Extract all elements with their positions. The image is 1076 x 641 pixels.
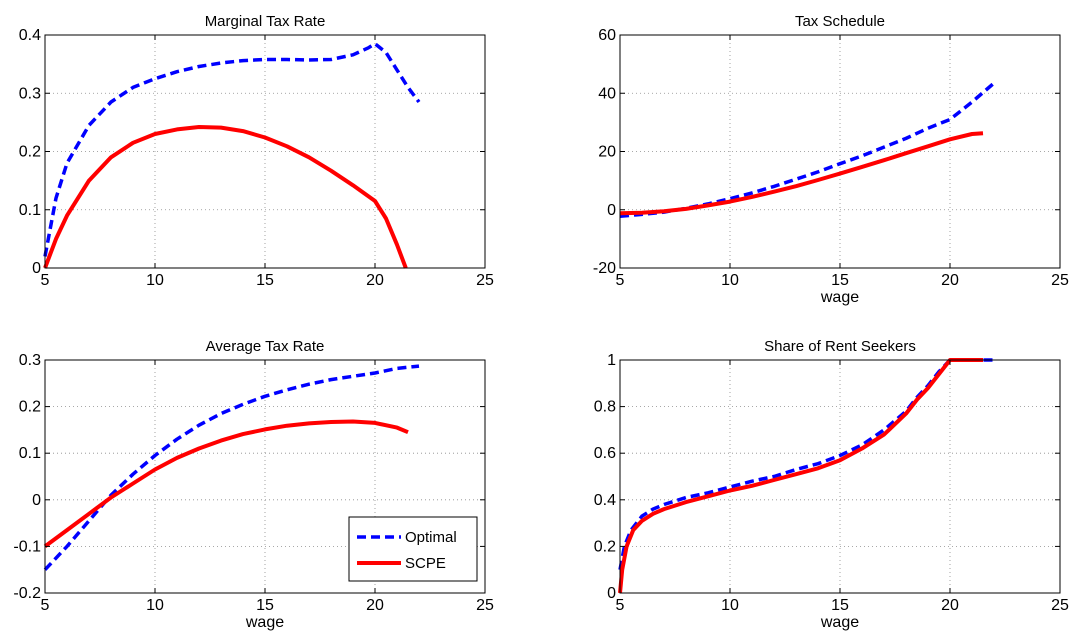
legend: Optimal SCPE [348,516,478,582]
y-tick-label: 0.3 [19,352,41,369]
x-axis-label: wage [820,614,859,631]
y-tick-label: 0.2 [594,538,616,555]
y-tick-label: 0.4 [594,492,616,509]
legend-label-optimal: Optimal [405,529,457,546]
y-tick-label: -0.2 [13,585,41,602]
x-tick-label: 25 [476,272,494,289]
x-tick-label: 20 [366,597,384,614]
x-tick-label: 5 [616,597,625,614]
x-tick-label: 20 [941,597,959,614]
series-line-scpe [43,125,408,269]
chart-title: Tax Schedule [795,13,885,30]
y-tick-label: 0.1 [19,202,41,219]
series-line-optimal [43,364,420,571]
x-tick-label: 10 [721,597,739,614]
y-tick-label: -20 [593,260,616,277]
chart-title: Average Tax Rate [206,338,325,355]
chart-panel-1: 5 10 15 20 25 0 0.1 0.2 0.3 0.4 Marginal Tax Rate [19,13,494,289]
x-axis-label: wage [820,289,859,306]
legend-box [348,516,478,582]
y-tick-label: 1 [607,352,616,369]
x-tick-label: 10 [721,272,739,289]
series-line-scpe [619,131,984,216]
series-line-scpe [43,419,409,549]
y-tick-label: 20 [598,144,616,161]
y-tick-label: 0 [32,492,41,509]
x-tick-label: 10 [146,272,164,289]
x-tick-label: 5 [41,597,50,614]
x-tick-label: 15 [256,272,274,289]
x-tick-label: 15 [831,272,849,289]
y-tick-label: 0 [607,202,616,219]
y-tick-label: 0.4 [19,27,41,44]
x-tick-label: 15 [831,597,849,614]
x-tick-label: 10 [146,597,164,614]
x-tick-label: 20 [941,272,959,289]
legend-label-scpe: SCPE [405,555,446,572]
y-tick-label: 0.6 [594,445,616,462]
x-tick-label: 5 [616,272,625,289]
chart-title: Marginal Tax Rate [205,13,326,30]
chart-panel-3: 5 10 15 20 25 -0.2 -0.1 0 0.1 0.2 0.3 Average Tax R… [13,338,494,631]
y-tick-label: 40 [598,85,616,102]
chart-title: Share of Rent Seekers [764,338,916,355]
x-tick-label: 25 [476,597,494,614]
y-tick-label: 0.2 [19,399,41,416]
y-tick-label: 60 [598,27,616,44]
x-tick-label: 5 [41,272,50,289]
y-tick-label: 0.2 [19,144,41,161]
y-tick-label: 0.8 [594,399,616,416]
y-tick-label: 0.1 [19,445,41,462]
series-line-optimal [43,41,421,257]
x-axis-label: wage [245,614,284,631]
y-tick-label: 0 [607,585,616,602]
y-tick-label: -0.1 [13,538,41,555]
series-line-scpe [618,358,983,594]
x-tick-label: 25 [1051,597,1069,614]
x-tick-label: 15 [256,597,274,614]
y-tick-label: 0 [32,260,41,277]
y-tick-label: 0.3 [19,85,41,102]
x-tick-label: 20 [366,272,384,289]
x-tick-label: 25 [1051,272,1069,289]
chart-panel-2: 5 10 15 20 25 -20 0 20 40 60 Tax Schedule wage [593,13,1069,306]
chart-panel-4: 5 10 15 20 25 0 0.2 0.4 0.6 0.8 1 Share of Rent See… [594,338,1069,631]
